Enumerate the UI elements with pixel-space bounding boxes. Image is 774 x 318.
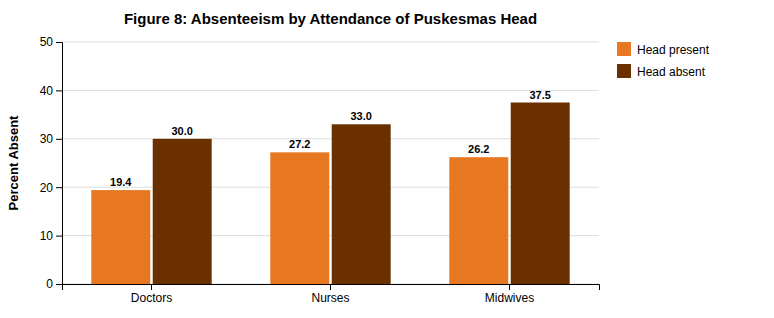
- y-tick-mark: [56, 236, 62, 237]
- bar: [332, 124, 391, 284]
- y-tick-mark: [56, 139, 62, 140]
- y-tick-mark: [56, 42, 62, 43]
- y-tick-mark: [56, 90, 62, 91]
- y-axis-title: Percent Absent: [6, 115, 21, 211]
- grid-line: [62, 42, 599, 43]
- grid-line: [62, 90, 599, 91]
- x-tick-mark: [509, 284, 510, 290]
- y-axis: 0 10 20 30 40 50: [40, 35, 63, 291]
- x-tick: Midwives: [485, 284, 534, 305]
- y-tick: 40: [40, 84, 62, 98]
- y-axis-line: [56, 43, 63, 285]
- legend-swatch: [617, 42, 631, 56]
- data-label: 30.0: [171, 125, 192, 137]
- y-tick: 0: [46, 277, 62, 291]
- bars: [91, 103, 569, 285]
- legend-item: Head present: [617, 42, 710, 57]
- x-tick-label: Midwives: [485, 291, 534, 305]
- data-label: 33.0: [350, 110, 371, 122]
- bar: [511, 103, 570, 285]
- y-tick-label: 40: [40, 84, 54, 98]
- x-tick-mark: [330, 284, 331, 290]
- y-tick-label: 10: [40, 229, 54, 243]
- x-tick-mark: [151, 284, 152, 290]
- y-tick: 10: [40, 229, 62, 243]
- y-tick-label: 30: [40, 132, 54, 146]
- grid: [62, 42, 599, 284]
- legend-label: Head present: [637, 43, 710, 57]
- data-label: 37.5: [529, 89, 550, 101]
- title: Figure 8: Absenteeism by Attendance of P…: [124, 10, 537, 27]
- y-tick-label: 0: [46, 277, 53, 291]
- data-labels: 19.4 27.2 26.2 30.0 33.0 37.5: [110, 89, 551, 189]
- data-label: 27.2: [289, 138, 310, 150]
- bar: [153, 139, 212, 284]
- x-axis-line: [63, 285, 600, 291]
- bar-series: [153, 103, 570, 285]
- bar: [449, 157, 508, 284]
- chart: 19.4 27.2 26.2 30.0 33.0 37.5 0 10 20 30 40 50 Docto…: [0, 0, 774, 318]
- data-label: 26.2: [468, 143, 489, 155]
- legend-label: Head absent: [637, 65, 706, 79]
- bar: [270, 152, 329, 284]
- y-tick-mark: [56, 284, 62, 285]
- bar: [91, 190, 150, 284]
- y-tick: 50: [40, 35, 62, 49]
- y-tick-mark: [56, 187, 62, 188]
- y-tick-label: 20: [40, 181, 54, 195]
- legend-swatch: [617, 64, 631, 78]
- x-tick-label: Doctors: [131, 291, 172, 305]
- x-tick: Nurses: [311, 284, 349, 305]
- x-tick: Doctors: [131, 284, 172, 305]
- legend: Head present Head absent: [617, 42, 710, 79]
- x-axis: Doctors Nurses Midwives: [63, 284, 600, 305]
- y-tick-label: 50: [40, 35, 54, 49]
- plot-area: 19.4 27.2 26.2 30.0 33.0 37.5 0 10 20 30 40 50 Docto…: [40, 35, 600, 304]
- legend-item: Head absent: [617, 64, 706, 79]
- y-tick: 20: [40, 181, 62, 195]
- x-tick-label: Nurses: [311, 291, 349, 305]
- data-label: 19.4: [110, 176, 132, 188]
- y-tick: 30: [40, 132, 62, 146]
